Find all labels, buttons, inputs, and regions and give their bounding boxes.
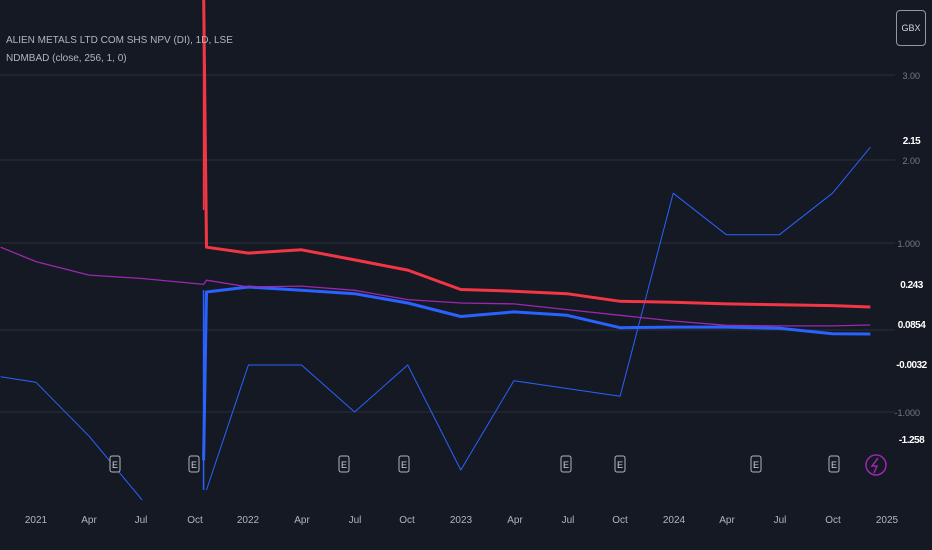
x-tick-label: Apr — [719, 515, 735, 526]
earnings-letter: E — [617, 460, 623, 470]
earnings-marker: E — [560, 455, 572, 473]
x-tick-label: Oct — [612, 515, 628, 526]
x-tick-label: 2023 — [450, 515, 473, 526]
split-icon — [865, 454, 887, 476]
earnings-marker: E — [828, 455, 840, 473]
earnings-box — [828, 455, 840, 473]
earnings-letter: E — [563, 460, 569, 470]
series-line-upper — [202, 0, 871, 309]
currency-button[interactable]: GBX — [896, 10, 926, 46]
x-tick-label: Oct — [187, 515, 203, 526]
earnings-box — [560, 455, 572, 473]
earnings-letter: E — [831, 460, 837, 470]
indicator-legend[interactable]: NDMBAD (close, 256, 1, 0) — [6, 53, 127, 64]
earnings-letter: E — [191, 460, 197, 470]
earnings-box — [338, 455, 350, 473]
x-tick-label: Apr — [81, 515, 97, 526]
price-badge-oscillator: 2.15 — [902, 135, 921, 147]
price-badge-upper: 0.243 — [900, 279, 923, 291]
earnings-marker: E — [398, 455, 410, 473]
earnings-box — [614, 455, 626, 473]
y-tick-label: -1.000 — [894, 408, 920, 418]
x-tick-label: Jul — [135, 515, 148, 526]
series-line-oscillator — [0, 146, 871, 501]
earnings-marker: E — [109, 455, 121, 473]
series-line-lower — [202, 285, 871, 461]
earnings-letter: E — [753, 460, 759, 470]
earnings-letter: E — [401, 460, 407, 470]
x-tick-label: Apr — [294, 515, 310, 526]
x-tick-label: Apr — [507, 515, 523, 526]
x-tick-label: Oct — [399, 515, 415, 526]
x-tick-label: Jul — [562, 515, 575, 526]
series-line-price — [0, 246, 871, 327]
earnings-marker: E — [338, 455, 350, 473]
earnings-marker: E — [614, 455, 626, 473]
earnings-marker: E — [188, 455, 200, 473]
x-tick-label: Jul — [349, 515, 362, 526]
x-tick-label: 2025 — [876, 515, 899, 526]
x-tick-label: Oct — [825, 515, 841, 526]
y-tick-label: 3.00 — [902, 71, 920, 81]
x-tick-label: 2021 — [25, 515, 48, 526]
x-tick-label: 2022 — [237, 515, 260, 526]
y-tick-label: 2.00 — [902, 156, 920, 166]
earnings-box — [398, 455, 410, 473]
symbol-legend[interactable]: ALIEN METALS LTD COM SHS NPV (DI), 1D, L… — [6, 35, 233, 46]
price-badge-price: 0.0854 — [897, 319, 926, 331]
price-badge-lower: -0.0032 — [896, 359, 927, 371]
lightning-icon — [870, 457, 879, 474]
price-badge-oscillator-neg: -1.258 — [898, 434, 925, 446]
x-tick-label: 2024 — [663, 515, 686, 526]
earnings-box — [188, 455, 200, 473]
x-tick-label: Jul — [774, 515, 787, 526]
earnings-letter: E — [341, 460, 347, 470]
earnings-letter: E — [112, 460, 118, 470]
y-tick-label: 1.000 — [897, 239, 920, 249]
earnings-box — [109, 455, 121, 473]
earnings-marker: E — [750, 455, 762, 473]
earnings-box — [750, 455, 762, 473]
